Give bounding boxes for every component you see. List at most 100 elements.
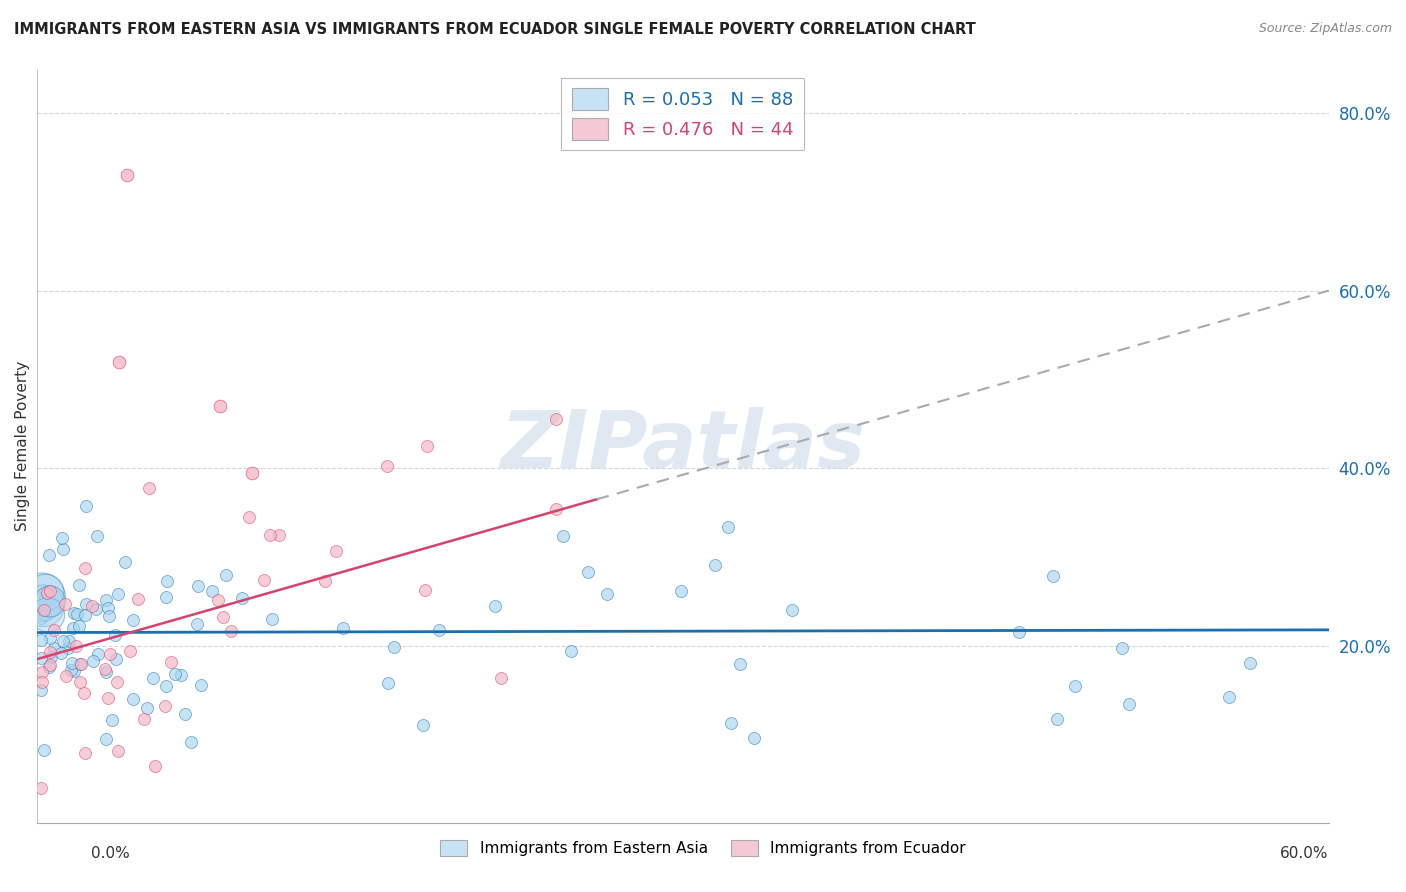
- Point: [56, 640, 79, 655]
- Point: [155, 591, 177, 605]
- Point: [231, 591, 253, 606]
- Point: [82, 655, 104, 669]
- Text: Source: ZipAtlas.com: Source: ZipAtlas.com: [1258, 22, 1392, 36]
- Point: [135, 700, 157, 714]
- Point: [427, 624, 450, 638]
- Point: [30, 611, 52, 625]
- Point: [253, 573, 276, 587]
- Point: [67, 578, 90, 592]
- Point: [382, 640, 405, 654]
- Point: [669, 583, 692, 598]
- Point: [717, 519, 740, 533]
- Text: 0.0%: 0.0%: [91, 846, 131, 861]
- Point: [118, 644, 141, 658]
- Point: [38, 594, 60, 608]
- Point: [138, 481, 160, 495]
- Point: [416, 439, 439, 453]
- Point: [212, 609, 235, 624]
- Point: [704, 558, 727, 572]
- Point: [32, 742, 55, 756]
- Point: [1118, 698, 1140, 712]
- Point: [377, 676, 399, 690]
- Point: [39, 645, 62, 659]
- Point: [30, 590, 52, 604]
- Point: [780, 603, 803, 617]
- Point: [259, 528, 281, 542]
- Point: [105, 675, 128, 690]
- Point: [730, 657, 752, 671]
- Point: [94, 593, 117, 607]
- Y-axis label: Single Female Poverty: Single Female Poverty: [15, 361, 30, 531]
- Point: [38, 548, 60, 562]
- Point: [69, 657, 91, 671]
- Point: [44, 624, 66, 638]
- Point: [58, 634, 80, 648]
- Point: [69, 675, 91, 690]
- Point: [38, 631, 60, 645]
- Point: [122, 691, 145, 706]
- Point: [413, 583, 436, 598]
- Point: [66, 607, 89, 622]
- Point: [107, 354, 129, 368]
- Point: [39, 649, 62, 664]
- Point: [215, 568, 238, 582]
- Point: [37, 607, 59, 622]
- Point: [60, 657, 83, 671]
- Point: [63, 606, 86, 620]
- Point: [484, 599, 506, 614]
- Point: [260, 612, 283, 626]
- Point: [52, 541, 75, 556]
- Point: [142, 671, 165, 685]
- Point: [30, 591, 52, 606]
- Point: [156, 574, 179, 588]
- Point: [560, 644, 582, 658]
- Point: [546, 412, 568, 426]
- Point: [94, 662, 117, 676]
- Point: [80, 599, 103, 613]
- Point: [70, 657, 93, 672]
- Point: [31, 665, 53, 679]
- Point: [153, 698, 176, 713]
- Point: [38, 660, 60, 674]
- Point: [53, 597, 76, 611]
- Point: [86, 601, 108, 615]
- Point: [34, 585, 56, 599]
- Point: [325, 544, 347, 558]
- Point: [238, 510, 260, 524]
- Point: [100, 713, 122, 727]
- Text: 60.0%: 60.0%: [1281, 846, 1329, 861]
- Point: [97, 601, 120, 615]
- Point: [1218, 690, 1240, 704]
- Point: [200, 584, 222, 599]
- Point: [170, 668, 193, 682]
- Point: [62, 621, 84, 635]
- Point: [132, 713, 155, 727]
- Legend: R = 0.053   N = 88, R = 0.476   N = 44: R = 0.053 N = 88, R = 0.476 N = 44: [561, 78, 804, 151]
- Point: [207, 592, 229, 607]
- Legend: Immigrants from Eastern Asia, Immigrants from Ecuador: Immigrants from Eastern Asia, Immigrants…: [434, 834, 972, 862]
- Point: [375, 458, 398, 473]
- Point: [105, 652, 128, 666]
- Point: [221, 624, 243, 639]
- Point: [551, 529, 574, 543]
- Point: [174, 706, 197, 721]
- Point: [73, 686, 96, 700]
- Point: [75, 500, 97, 514]
- Point: [240, 466, 263, 480]
- Point: [51, 647, 73, 661]
- Point: [412, 718, 434, 732]
- Point: [117, 168, 139, 182]
- Point: [97, 608, 120, 623]
- Point: [489, 672, 512, 686]
- Point: [314, 574, 336, 588]
- Point: [1008, 625, 1031, 640]
- Point: [332, 621, 354, 635]
- Point: [30, 651, 52, 665]
- Text: IMMIGRANTS FROM EASTERN ASIA VS IMMIGRANTS FROM ECUADOR SINGLE FEMALE POVERTY CO: IMMIGRANTS FROM EASTERN ASIA VS IMMIGRAN…: [14, 22, 976, 37]
- Point: [143, 758, 166, 772]
- Point: [98, 647, 121, 661]
- Point: [121, 613, 143, 627]
- Point: [94, 732, 117, 747]
- Point: [1239, 656, 1261, 670]
- Point: [544, 502, 567, 516]
